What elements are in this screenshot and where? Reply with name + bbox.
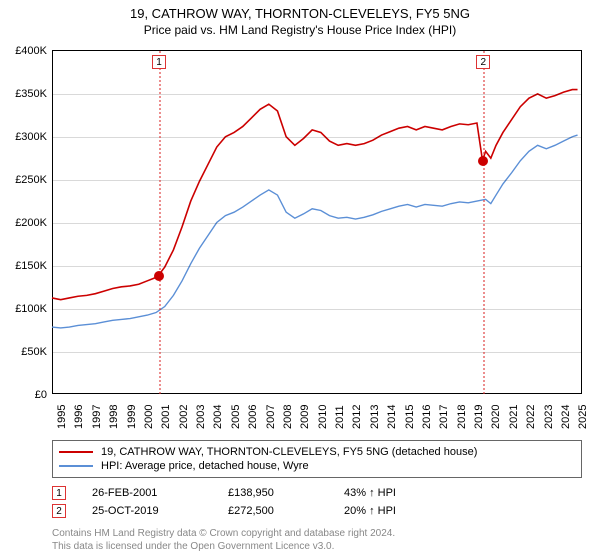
event-row: 2 25-OCT-2019 £272,500 20% ↑ HPI (52, 502, 582, 520)
x-tick-label: 2012 (351, 405, 363, 429)
x-tick-label: 2020 (490, 405, 502, 429)
gridline-h (52, 137, 581, 138)
event-vline (483, 51, 485, 394)
x-tick-label: 2010 (317, 405, 329, 429)
legend-swatch (59, 451, 93, 453)
event-price: £138,950 (228, 487, 318, 499)
y-tick-label: £150K (15, 260, 47, 272)
x-tick-label: 1995 (56, 405, 68, 429)
x-tick-label: 2004 (212, 405, 224, 429)
x-tick-label: 2017 (438, 405, 450, 429)
legend-box: 19, CATHROW WAY, THORNTON-CLEVELEYS, FY5… (52, 440, 582, 478)
event-number-box: 2 (52, 504, 66, 518)
chart-container: 19, CATHROW WAY, THORNTON-CLEVELEYS, FY5… (0, 0, 600, 560)
event-dot (478, 156, 488, 166)
title-block: 19, CATHROW WAY, THORNTON-CLEVELEYS, FY5… (0, 0, 600, 37)
x-tick-label: 2005 (230, 405, 242, 429)
x-tick-label: 2009 (299, 405, 311, 429)
attribution-line: Contains HM Land Registry data © Crown c… (52, 528, 582, 541)
x-tick-label: 2022 (525, 405, 537, 429)
gridline-h (52, 94, 581, 95)
y-tick-label: £200K (15, 217, 47, 229)
x-tick-label: 2015 (404, 405, 416, 429)
legend-item: HPI: Average price, detached house, Wyre (59, 459, 575, 473)
plot-area: £0£50K£100K£150K£200K£250K£300K£350K£400… (52, 50, 582, 394)
x-tick-label: 1999 (126, 405, 138, 429)
x-tick-label: 2006 (247, 405, 259, 429)
x-tick-label: 1997 (91, 405, 103, 429)
x-tick-label: 2007 (265, 405, 277, 429)
gridline-h (52, 352, 581, 353)
event-pct: 20% ↑ HPI (344, 505, 454, 517)
chart-title: 19, CATHROW WAY, THORNTON-CLEVELEYS, FY5… (0, 6, 600, 21)
x-tick-label: 2019 (473, 405, 485, 429)
x-tick-label: 2025 (577, 405, 589, 429)
y-tick-label: £300K (15, 131, 47, 143)
x-tick-label: 2011 (334, 405, 346, 429)
event-price: £272,500 (228, 505, 318, 517)
attribution-text: Contains HM Land Registry data © Crown c… (52, 528, 582, 553)
event-row: 1 26-FEB-2001 £138,950 43% ↑ HPI (52, 484, 582, 502)
event-date: 25-OCT-2019 (92, 505, 202, 517)
event-pct: 43% ↑ HPI (344, 487, 454, 499)
event-marker-box: 1 (152, 55, 166, 69)
y-tick-label: £400K (15, 45, 47, 57)
legend-label: HPI: Average price, detached house, Wyre (101, 460, 309, 472)
gridline-h (52, 266, 581, 267)
legend-swatch (59, 465, 93, 467)
y-tick-label: £50K (21, 346, 47, 358)
gridline-h (52, 223, 581, 224)
chart-subtitle: Price paid vs. HM Land Registry's House … (0, 23, 600, 37)
series-line (52, 135, 578, 328)
event-vline (159, 51, 161, 394)
x-tick-label: 2000 (143, 405, 155, 429)
x-tick-label: 2002 (178, 405, 190, 429)
x-tick-label: 2023 (543, 405, 555, 429)
x-tick-label: 2018 (456, 405, 468, 429)
event-dot (154, 271, 164, 281)
y-tick-label: £250K (15, 174, 47, 186)
x-tick-label: 2003 (195, 405, 207, 429)
attribution-line: This data is licensed under the Open Gov… (52, 541, 582, 554)
x-tick-label: 1998 (108, 405, 120, 429)
gridline-h (52, 180, 581, 181)
legend-item: 19, CATHROW WAY, THORNTON-CLEVELEYS, FY5… (59, 445, 575, 459)
x-tick-label: 2008 (282, 405, 294, 429)
event-date: 26-FEB-2001 (92, 487, 202, 499)
event-number-box: 1 (52, 486, 66, 500)
gridline-h (52, 309, 581, 310)
x-tick-label: 1996 (73, 405, 85, 429)
y-tick-label: £350K (15, 88, 47, 100)
x-tick-label: 2021 (508, 405, 520, 429)
y-tick-label: £100K (15, 303, 47, 315)
x-tick-label: 2001 (160, 405, 172, 429)
series-line (52, 90, 578, 300)
event-marker-box: 2 (476, 55, 490, 69)
legend-label: 19, CATHROW WAY, THORNTON-CLEVELEYS, FY5… (101, 446, 477, 458)
y-tick-label: £0 (35, 389, 47, 401)
x-tick-label: 2016 (421, 405, 433, 429)
x-tick-label: 2024 (560, 405, 572, 429)
x-tick-label: 2014 (386, 405, 398, 429)
x-tick-label: 2013 (369, 405, 381, 429)
events-table: 1 26-FEB-2001 £138,950 43% ↑ HPI 2 25-OC… (52, 484, 582, 520)
